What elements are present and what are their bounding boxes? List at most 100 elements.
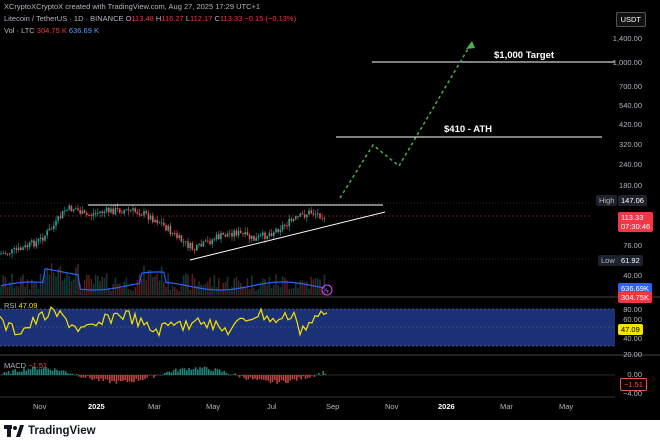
currency-button[interactable]: USDT [615,12,646,27]
rsi-tick: 40.00 [623,334,642,343]
candle-body [114,207,117,215]
candle-body [191,242,194,250]
volume-bar [224,282,227,295]
macd-bar [65,371,67,375]
volume-bar [156,273,158,295]
candle-body [55,220,57,226]
volume-bar [312,279,315,295]
candle-body [79,210,81,214]
tradingview-logo[interactable]: TradingView [4,423,96,439]
target-annotation[interactable]: $1,000 Target [494,50,555,61]
macd-bar [315,374,318,376]
candle-body [321,218,323,220]
volume-bar [108,287,110,295]
candle-body [86,213,88,216]
chart-canvas[interactable]: ϟ [0,0,660,420]
volume-bar [189,289,191,295]
candle-body [11,249,13,254]
candle-body [178,235,180,238]
macd-bar [71,373,74,375]
macd-bar [82,375,85,378]
candle-body [218,234,220,240]
volume-bar [281,276,284,295]
macd-bar [291,375,294,380]
candle-body [310,210,312,214]
volume-bar [48,274,51,295]
macd-bar [236,375,239,376]
volume-bar [176,289,178,295]
volume-bar [147,270,150,295]
candle-body [105,207,108,212]
candle-body [39,237,42,239]
macd-bar [67,373,69,375]
candle-body [306,214,308,218]
macd-bar [210,370,212,375]
macd-bar [192,369,195,375]
volume-bar [292,288,295,295]
macd-bar [115,375,118,384]
volume-bar [55,276,57,295]
volume-bar [169,290,172,295]
volume-bar [202,285,205,295]
volume-bar [279,287,282,295]
current-price-value: 113.33 [621,213,644,222]
macd-bar [102,375,104,381]
macd-bar [276,375,278,384]
volume-bar [266,285,268,295]
candle-body [242,233,244,235]
volume-bar [59,266,62,295]
volume-bar [160,266,163,295]
macd-bar [142,375,144,381]
ath-annotation[interactable]: $410 - ATH [444,124,493,135]
volume-legend[interactable]: Vol · LTC 304.75 K 636.69 K [4,26,99,35]
volume-bar [134,286,136,295]
candle-body [15,248,18,251]
macd-bar [76,374,78,375]
macd-bar [135,375,137,379]
candle-body [4,252,7,254]
volume-bar [222,282,224,295]
candle-body [244,232,246,235]
candle-body [284,224,286,226]
candle-body [138,213,141,216]
volume-bar [46,267,48,295]
symbol-legend[interactable]: Litecoin / TetherUS · 1D · BINANCE O113.… [4,14,296,23]
macd-bar [3,372,5,375]
time-tick: May [559,402,574,411]
macd-bar [91,375,93,380]
candle-body [46,230,48,236]
volume-bar [42,279,44,295]
macd-bar [128,375,131,382]
macd-bar [280,375,283,381]
high-label-tag: High [596,195,618,206]
candle-body [196,245,198,251]
candle-body [193,249,196,251]
candle-body [204,240,207,242]
price-tick: 1,000.00 [612,58,642,67]
ohlc-change: −0.15 (−0.13%) [244,14,297,23]
candle-body [312,213,315,215]
candle-body [185,241,187,243]
candle-body [163,222,165,226]
volume-bar [145,280,147,295]
volume-bar [152,276,154,295]
volume-bar [9,282,11,295]
volume-bar [81,289,84,295]
rsi-legend[interactable]: RSI 47.09 [4,301,37,310]
macd-bar [45,368,47,375]
macd-bar [113,375,115,382]
volume-bar [308,288,310,295]
candle-body [295,216,297,220]
macd-bar [249,375,252,378]
macd-bar [172,370,175,375]
macd-bar [322,370,324,375]
macd-bar [223,370,225,375]
candle-body [119,208,121,213]
macd-bar [177,371,179,375]
macd-bar [10,373,12,375]
macd-bar [14,369,16,375]
volume-bar [235,276,238,295]
volume-bar [229,289,231,295]
macd-legend[interactable]: MACD −1.51 [4,361,47,370]
candle-body [213,239,216,241]
